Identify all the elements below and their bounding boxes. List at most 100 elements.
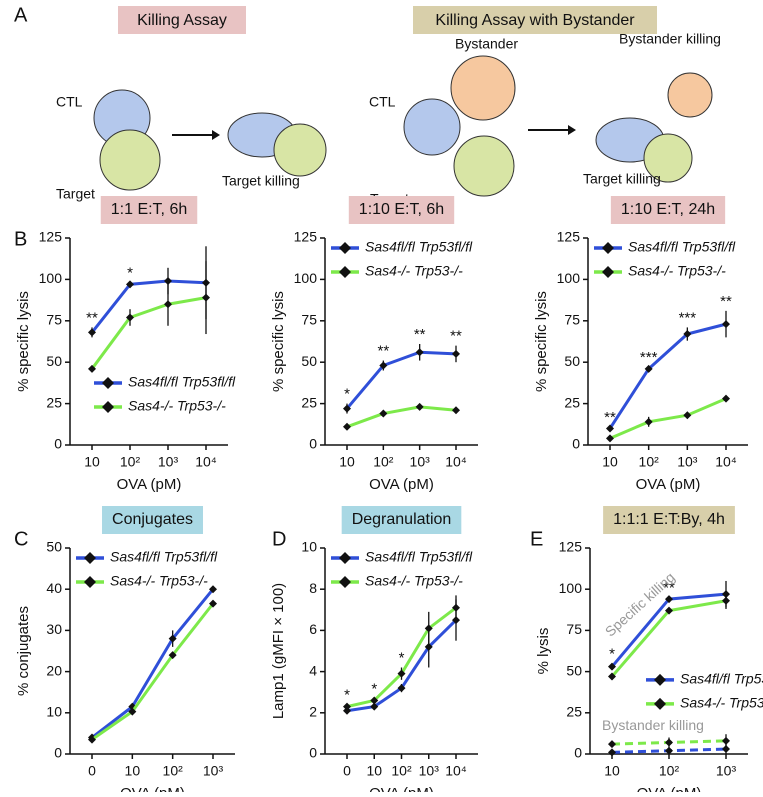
- title-box: [603, 506, 735, 534]
- x-tick-label: 10⁴: [445, 454, 467, 470]
- series-line: [346, 405, 457, 429]
- y-tick-label: 0: [572, 436, 580, 452]
- x-tick-label: 10²: [391, 763, 412, 779]
- marker: [424, 624, 433, 633]
- marker: [722, 596, 730, 605]
- y-tick-label: 125: [557, 229, 581, 245]
- significance: ***: [679, 309, 697, 326]
- series-line: [91, 602, 215, 741]
- y-tick-label: 10: [301, 539, 317, 555]
- significance: ***: [640, 349, 658, 366]
- panel-label: D: [272, 528, 286, 550]
- marker: [209, 599, 217, 608]
- x-tick-label: 10²: [163, 763, 184, 779]
- arrow-head: [212, 130, 220, 140]
- marker: [722, 736, 730, 745]
- y-tick-label: 75: [564, 312, 580, 328]
- x-tick-label: 10²: [639, 454, 660, 470]
- series-line: [345, 350, 457, 410]
- label: Target killing: [583, 171, 661, 187]
- x-tick-label: 10⁴: [445, 763, 467, 779]
- x-tick-label: 10: [125, 763, 141, 779]
- marker: [424, 642, 433, 651]
- legend-marker: [654, 673, 666, 686]
- y-tick-label: 0: [574, 745, 582, 761]
- marker: [126, 313, 134, 322]
- legend-marker: [84, 576, 96, 588]
- y-tick-label: 20: [46, 662, 62, 678]
- y-tick-label: 75: [566, 621, 582, 637]
- x-tick-label: 10³: [419, 763, 440, 779]
- marker: [397, 669, 406, 678]
- title-box: [610, 196, 726, 224]
- x-tick-label: 0: [343, 763, 351, 779]
- note: Bystander killing: [602, 717, 704, 733]
- significance: **: [414, 326, 426, 343]
- marker: [168, 634, 177, 643]
- y-tick-label: 50: [566, 662, 582, 678]
- panel-label: A: [14, 4, 28, 26]
- y-tick-label: 40: [46, 580, 62, 596]
- marker: [370, 702, 379, 711]
- series-line: [609, 397, 727, 440]
- title-box: [341, 506, 462, 534]
- significance: *: [344, 386, 350, 403]
- significance: *: [399, 649, 405, 666]
- legend-label: Sas4-/- Trp53-/-: [110, 573, 208, 589]
- marker: [164, 300, 172, 309]
- target-cell: [273, 123, 327, 177]
- marker: [168, 651, 177, 660]
- marker: [343, 422, 351, 431]
- y-tick-label: 0: [54, 745, 62, 761]
- marker: [415, 348, 424, 357]
- significance: **: [604, 409, 616, 426]
- marker: [370, 696, 379, 705]
- series-line: [90, 296, 207, 370]
- marker: [343, 702, 351, 711]
- series-line: [90, 279, 207, 334]
- series-line: [91, 588, 215, 739]
- x-tick-label: 10³: [158, 454, 179, 470]
- marker: [644, 364, 653, 373]
- marker: [452, 349, 460, 358]
- series-line: [608, 322, 727, 430]
- x-tick-label: 10⁴: [715, 454, 737, 470]
- y-tick-label: 75: [301, 312, 317, 328]
- marker: [644, 417, 653, 426]
- label: CTL: [369, 94, 396, 110]
- diagram-title: Killing Assay with Bystander: [435, 12, 635, 29]
- panel-label: B: [14, 228, 27, 250]
- y-tick-label: 25: [46, 394, 62, 410]
- significance: **: [720, 293, 732, 310]
- label: Bystander killing: [619, 31, 721, 47]
- x-axis-label: OVA (pM): [117, 476, 182, 493]
- bystander-cell: [667, 72, 713, 118]
- marker: [164, 277, 172, 286]
- legend-label: Sas4fl/fl Trp53fl/fl: [365, 549, 473, 565]
- marker: [608, 740, 616, 749]
- label: Bystander: [455, 36, 518, 52]
- chart-title: 1:10 E:T, 24h: [621, 201, 715, 218]
- y-tick-label: 4: [309, 662, 317, 678]
- marker: [397, 684, 406, 693]
- y-tick-label: 125: [294, 229, 318, 245]
- y-tick-label: 125: [39, 229, 63, 245]
- chart-title: 1:10 E:T, 6h: [359, 201, 444, 218]
- legend-label: Sas4fl/fl Trp53fl/fl: [628, 239, 736, 255]
- y-tick-label: 50: [564, 353, 580, 369]
- legend-label: Sas4-/- Trp53-/-: [365, 573, 463, 589]
- y-tick-label: 0: [309, 436, 317, 452]
- x-tick-label: 10³: [410, 454, 431, 470]
- x-tick-label: 10³: [716, 763, 737, 779]
- y-tick-label: 100: [559, 580, 583, 596]
- x-tick-label: 10: [339, 454, 355, 470]
- y-tick-label: 100: [557, 270, 581, 286]
- bystander-cell: [450, 55, 516, 121]
- legend-label: Sas4fl/fl Trp53fl/fl: [110, 549, 218, 565]
- marker: [88, 328, 96, 337]
- x-axis-label: OVA (pM): [120, 785, 185, 792]
- y-axis-label: % conjugates: [15, 606, 32, 696]
- legend-marker: [102, 401, 114, 413]
- y-axis-label: % specific lysis: [533, 291, 550, 392]
